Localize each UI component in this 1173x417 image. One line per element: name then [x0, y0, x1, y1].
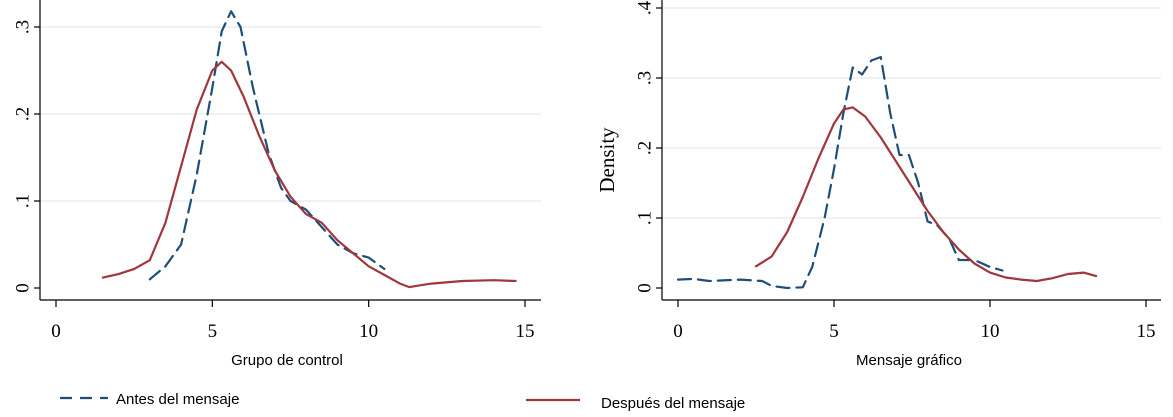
- series-group: [676, 55, 1098, 290]
- y-tick-label: .2: [13, 107, 34, 121]
- series-line-despues: [101, 60, 517, 289]
- legend-label-despues: Después del mensaje: [601, 395, 745, 412]
- x-tick-label: 15: [1137, 321, 1156, 342]
- y-tick-label: 0: [635, 283, 656, 293]
- y-tick-label: .4: [635, 0, 656, 15]
- x-ticks: 0 5 10 15: [51, 300, 535, 342]
- y-tick-label: .3: [13, 20, 34, 34]
- y-ticks: 0 .1 .2 .3: [13, 20, 40, 293]
- y-tick-label: 0: [13, 283, 34, 293]
- x-tick-label: 15: [516, 321, 535, 342]
- grid-lines: [40, 26, 541, 202]
- series-group: [101, 10, 517, 289]
- y-tick-label: .2: [635, 141, 656, 155]
- x-tick-label: 5: [208, 321, 218, 342]
- x-tick-label: 0: [51, 321, 61, 342]
- y-axis-label: Density: [595, 127, 619, 193]
- series-line-despues: [754, 106, 1098, 283]
- y-tick-label: .1: [13, 194, 34, 208]
- legend-label-antes: Antes del mensaje: [116, 391, 239, 408]
- legend: Antes del mensaje Después del mensaje: [60, 391, 745, 412]
- x-ticks: 0 5 10 15: [673, 300, 1156, 342]
- x-tick-label: 10: [981, 321, 1000, 342]
- y-tick-label: .1: [635, 211, 656, 225]
- y-tick-label: .3: [635, 71, 656, 85]
- series-line-antes: [676, 55, 1004, 290]
- series-line-antes: [148, 10, 386, 281]
- x-tick-label: 10: [359, 321, 378, 342]
- panel-grafico: 0 .1 .2 .3 .4 0 5 10 15 Mensaje gráfico Density: [595, 0, 1161, 369]
- x-axis-label: Mensaje gráfico: [856, 352, 962, 369]
- grid-lines: [662, 7, 1161, 219]
- x-tick-label: 5: [829, 321, 839, 342]
- x-axis-label: Grupo de control: [231, 352, 343, 369]
- panel-control: 0 .1 .2 .3 0 5 10 15 Grupo de control: [13, 0, 541, 369]
- y-ticks: 0 .1 .2 .3 .4: [635, 0, 662, 293]
- x-tick-label: 0: [673, 321, 683, 342]
